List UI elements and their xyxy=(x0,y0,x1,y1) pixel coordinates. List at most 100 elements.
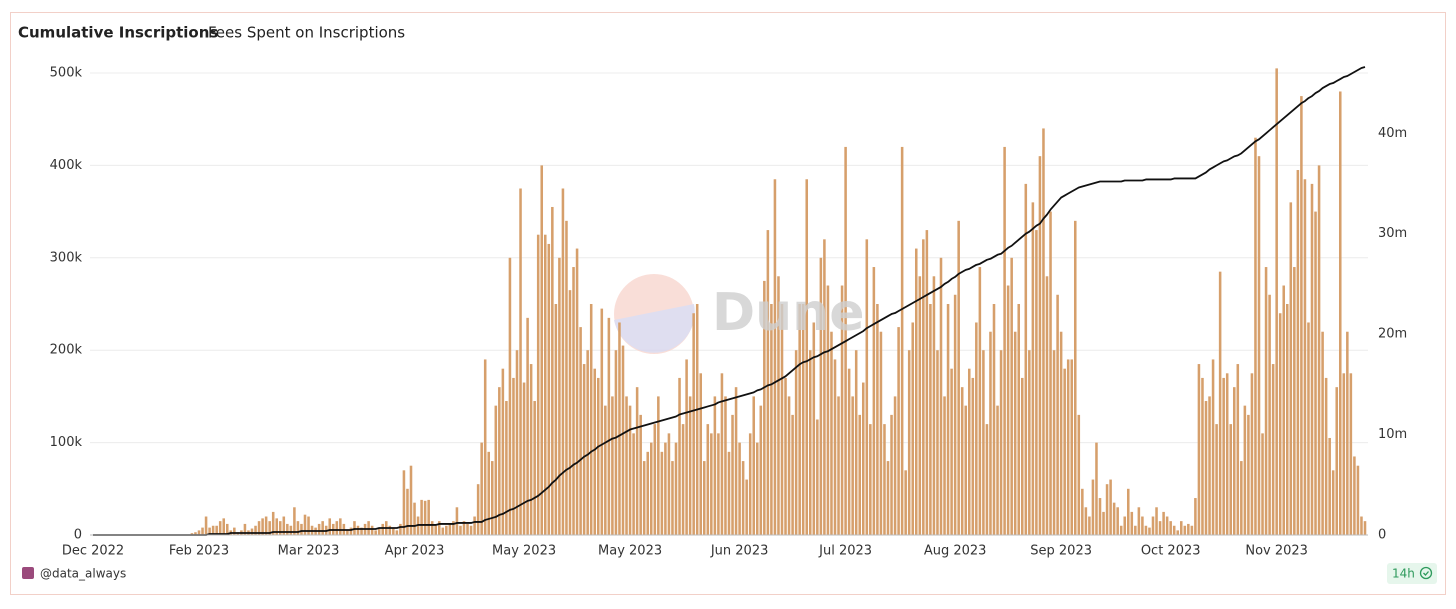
bar xyxy=(989,331,992,535)
tab-active[interactable]: Cumulative Inscriptions xyxy=(18,24,218,42)
bar xyxy=(1105,484,1109,535)
bar xyxy=(773,179,777,535)
bar xyxy=(985,424,989,535)
bar xyxy=(823,239,826,535)
bar xyxy=(611,396,614,535)
bar xyxy=(441,527,445,535)
bar xyxy=(300,523,303,535)
bar xyxy=(759,405,763,535)
bar xyxy=(392,527,395,535)
bar xyxy=(992,304,996,535)
bar xyxy=(1204,401,1208,535)
bar xyxy=(674,442,678,535)
bar xyxy=(1183,525,1187,535)
check-icon xyxy=(1419,566,1433,580)
bar xyxy=(406,488,409,535)
y-tick-label: 100k xyxy=(50,435,83,450)
bar xyxy=(487,451,491,535)
bar xyxy=(791,414,794,535)
bar xyxy=(413,502,416,535)
bar xyxy=(1031,202,1035,536)
bar xyxy=(911,322,915,535)
bar xyxy=(579,327,582,535)
bar xyxy=(808,350,812,535)
bar xyxy=(1003,146,1006,536)
bar xyxy=(1190,525,1194,535)
bar xyxy=(695,304,699,535)
bar xyxy=(529,364,533,535)
bar xyxy=(515,350,519,535)
bar xyxy=(218,521,222,535)
bar xyxy=(731,414,734,535)
bar xyxy=(752,396,756,535)
bar xyxy=(953,294,957,535)
bar xyxy=(1240,461,1243,535)
bar xyxy=(1314,211,1317,535)
bar xyxy=(328,518,332,535)
bar xyxy=(388,525,392,535)
bar xyxy=(257,521,261,535)
bar xyxy=(1271,364,1275,535)
bar xyxy=(632,433,635,535)
bar xyxy=(922,239,925,535)
bar xyxy=(222,518,226,535)
bar xyxy=(1310,183,1314,535)
bar xyxy=(720,373,724,535)
bar xyxy=(1194,498,1197,535)
x-tick-label: Jun 2023 xyxy=(710,544,769,559)
x-tick-label: Aug 2023 xyxy=(924,544,987,559)
bar xyxy=(741,461,745,535)
bar xyxy=(625,396,628,535)
bar xyxy=(657,396,660,535)
bar xyxy=(1119,525,1123,535)
bar xyxy=(996,405,999,535)
bar xyxy=(423,500,427,535)
bar xyxy=(1169,521,1172,535)
bar xyxy=(780,304,784,535)
bar xyxy=(607,317,611,535)
bar xyxy=(649,442,653,535)
bar xyxy=(688,396,692,535)
bar xyxy=(1035,230,1038,535)
bar xyxy=(303,514,307,535)
bar xyxy=(918,276,922,535)
bar xyxy=(653,424,657,535)
bar xyxy=(1300,96,1303,535)
bar xyxy=(1123,516,1127,535)
bar xyxy=(604,405,607,535)
bar xyxy=(929,304,932,535)
bar xyxy=(261,518,264,535)
watermark xyxy=(614,274,695,354)
bar xyxy=(883,424,886,535)
bar xyxy=(1296,170,1300,535)
bar xyxy=(1282,285,1286,535)
y-tick-label: 200k xyxy=(50,343,83,358)
bar xyxy=(1148,527,1151,535)
bar xyxy=(448,523,452,535)
bar xyxy=(1070,359,1074,535)
bar xyxy=(1095,442,1098,535)
bar xyxy=(1176,530,1180,535)
tab[interactable]: Fees Spent on Inscriptions xyxy=(208,24,405,42)
bar xyxy=(1278,313,1282,535)
bar xyxy=(812,322,816,535)
bar xyxy=(469,525,473,535)
bar xyxy=(561,188,565,535)
bar xyxy=(685,359,688,535)
bar xyxy=(1006,285,1010,535)
bar xyxy=(1349,373,1353,535)
bar xyxy=(1010,257,1013,535)
watermark-logo-half xyxy=(614,304,695,353)
check-mark xyxy=(1423,571,1429,576)
bar xyxy=(907,350,911,535)
bar xyxy=(1250,373,1254,535)
bar xyxy=(1243,405,1247,535)
bar xyxy=(593,368,597,535)
author[interactable]: @data_always xyxy=(40,567,126,581)
bar xyxy=(618,322,621,535)
bar xyxy=(826,285,830,535)
bar xyxy=(1042,128,1045,535)
bar xyxy=(1335,387,1339,535)
bar xyxy=(787,396,791,535)
bar xyxy=(1116,507,1119,535)
